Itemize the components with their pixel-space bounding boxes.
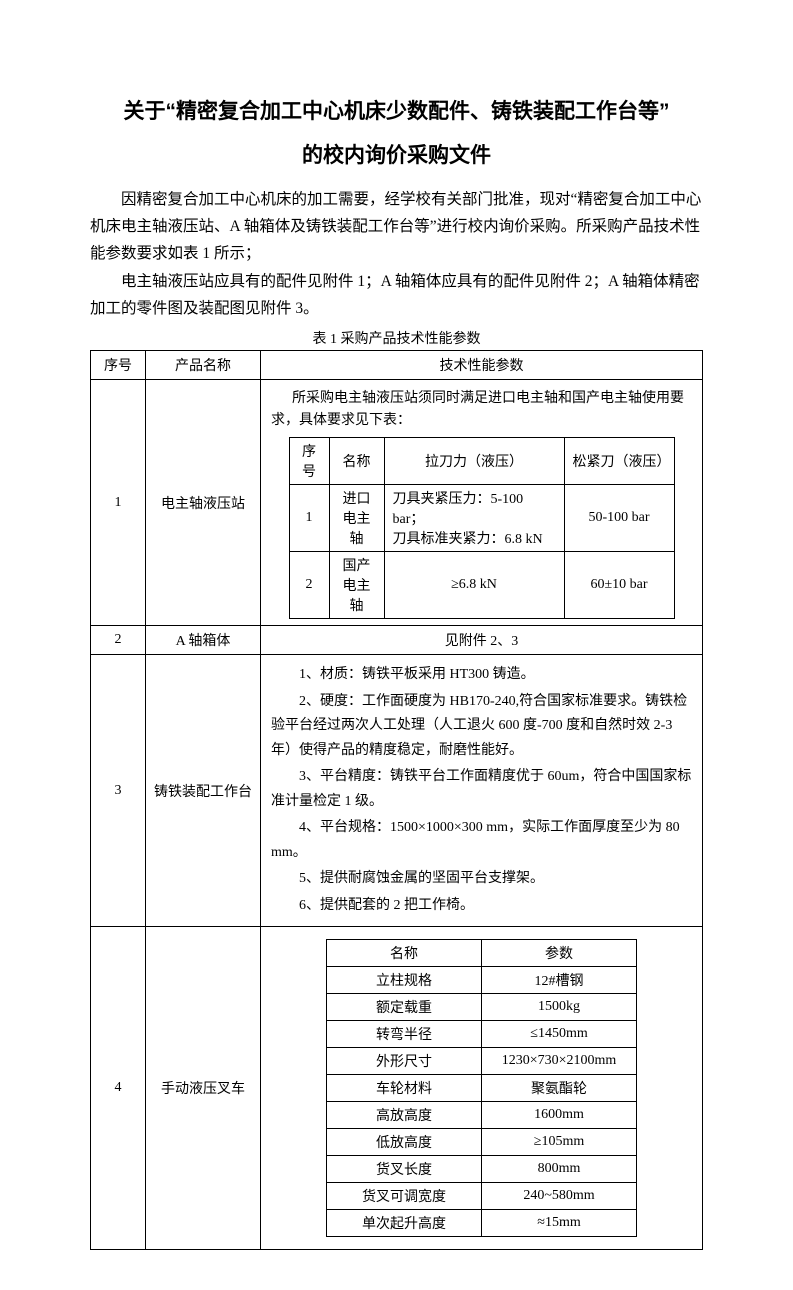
fk-r1v: 12#槽钢 — [482, 967, 637, 994]
fk-r1k: 立柱规格 — [327, 967, 482, 994]
inner-r1-pull: 刀具夹紧压力：5-100 bar； 刀具标准夹紧力：6.8 kN — [384, 485, 564, 552]
inner-r1-seq: 1 — [289, 485, 329, 552]
row3-l3: 3、平台精度：铸铁平台工作面精度优于 60um，符合中国国家标准计量检定 1 级… — [271, 765, 692, 814]
header-name: 产品名称 — [146, 350, 261, 379]
row3-l4: 4、平台规格：1500×1000×300 mm，实际工作面厚度至少为 80 mm… — [271, 816, 692, 865]
doc-title-line1: 关于“精密复合加工中心机床少数配件、铸铁装配工作台等” — [90, 95, 703, 129]
inner-h-seq: 序号 — [289, 438, 329, 485]
fk-r10v: ≈15mm — [482, 1210, 637, 1237]
inner-r1-loose: 50-100 bar — [564, 485, 674, 552]
row4-seq: 4 — [91, 927, 146, 1250]
inner-r1-pull-a: 刀具夹紧压力：5-100 bar； — [393, 492, 524, 527]
header-spec: 技术性能参数 — [261, 350, 703, 379]
fk-r3k: 转弯半径 — [327, 1021, 482, 1048]
fk-r4k: 外形尺寸 — [327, 1048, 482, 1075]
fk-r10k: 单次起升高度 — [327, 1210, 482, 1237]
row3-name: 铸铁装配工作台 — [146, 655, 261, 927]
table-caption: 表 1 采购产品技术性能参数 — [90, 328, 703, 348]
row1-spec: 所采购电主轴液压站须同时满足进口电主轴和国产电主轴使用要求，具体要求见下表： 序… — [261, 379, 703, 625]
table-row: 4 手动液压叉车 名称参数 立柱规格12#槽钢 额定载重1500kg 转弯半径≤… — [91, 927, 703, 1250]
row4-name: 手动液压叉车 — [146, 927, 261, 1250]
main-table: 序号 产品名称 技术性能参数 1 电主轴液压站 所采购电主轴液压站须同时满足进口… — [90, 350, 703, 1250]
table-row: 1 电主轴液压站 所采购电主轴液压站须同时满足进口电主轴和国产电主轴使用要求，具… — [91, 379, 703, 625]
fk-r8v: 800mm — [482, 1156, 637, 1183]
fk-r9v: 240~580mm — [482, 1183, 637, 1210]
fk-r2k: 额定载重 — [327, 994, 482, 1021]
fk-r7k: 低放高度 — [327, 1129, 482, 1156]
forklift-table: 名称参数 立柱规格12#槽钢 额定载重1500kg 转弯半径≤1450mm 外形… — [326, 939, 637, 1237]
row1-seq: 1 — [91, 379, 146, 625]
row1-inner-table: 序号 名称 拉刀力（液压） 松紧刀（液压） 1 进口电主轴 刀具夹紧压力：5-1… — [289, 437, 675, 619]
inner-h-name: 名称 — [329, 438, 384, 485]
fk-r6v: 1600mm — [482, 1102, 637, 1129]
doc-title-line2: 的校内询价采购文件 — [90, 139, 703, 173]
paragraph-2: 电主轴液压站应具有的配件见附件 1；A 轴箱体应具有的配件见附件 2；A 轴箱体… — [90, 268, 703, 322]
fk-r6k: 高放高度 — [327, 1102, 482, 1129]
paragraph-1: 因精密复合加工中心机床的加工需要，经学校有关部门批准，现对“精密复合加工中心机床… — [90, 186, 703, 267]
fk-r8k: 货叉长度 — [327, 1156, 482, 1183]
row3-seq: 3 — [91, 655, 146, 927]
row2-spec: 见附件 2、3 — [261, 626, 703, 655]
row2-name: A 轴箱体 — [146, 626, 261, 655]
table-row: 3 铸铁装配工作台 1、材质：铸铁平板采用 HT300 铸造。 2、硬度：工作面… — [91, 655, 703, 927]
inner-h-loose: 松紧刀（液压） — [564, 438, 674, 485]
inner-r2-name: 国产电主轴 — [329, 552, 384, 619]
row1-intro: 所采购电主轴液压站须同时满足进口电主轴和国产电主轴使用要求，具体要求见下表： — [271, 388, 692, 431]
fk-r5k: 车轮材料 — [327, 1075, 482, 1102]
header-seq: 序号 — [91, 350, 146, 379]
row2-seq: 2 — [91, 626, 146, 655]
row3-l5: 5、提供耐腐蚀金属的坚固平台支撑架。 — [271, 867, 692, 892]
inner-r1-pull-b: 刀具标准夹紧力：6.8 kN — [393, 532, 543, 547]
inner-r2-seq: 2 — [289, 552, 329, 619]
inner-r2-loose: 60±10 bar — [564, 552, 674, 619]
table-row: 2 A 轴箱体 见附件 2、3 — [91, 626, 703, 655]
fk-r2v: 1500kg — [482, 994, 637, 1021]
row4-spec: 名称参数 立柱规格12#槽钢 额定载重1500kg 转弯半径≤1450mm 外形… — [261, 927, 703, 1250]
row3-spec: 1、材质：铸铁平板采用 HT300 铸造。 2、硬度：工作面硬度为 HB170-… — [261, 655, 703, 927]
row3-l6: 6、提供配套的 2 把工作椅。 — [271, 894, 692, 919]
row1-name: 电主轴液压站 — [146, 379, 261, 625]
fk-h-val: 参数 — [482, 940, 637, 967]
fk-r5v: 聚氨酯轮 — [482, 1075, 637, 1102]
fk-r7v: ≥105mm — [482, 1129, 637, 1156]
inner-h-pull: 拉刀力（液压） — [384, 438, 564, 485]
fk-r3v: ≤1450mm — [482, 1021, 637, 1048]
fk-r9k: 货叉可调宽度 — [327, 1183, 482, 1210]
row3-l1: 1、材质：铸铁平板采用 HT300 铸造。 — [271, 663, 692, 688]
row3-l2: 2、硬度：工作面硬度为 HB170-240,符合国家标准要求。铸铁检验平台经过两… — [271, 690, 692, 764]
inner-r2-pull: ≥6.8 kN — [384, 552, 564, 619]
fk-r4v: 1230×730×2100mm — [482, 1048, 637, 1075]
fk-h-name: 名称 — [327, 940, 482, 967]
table-header-row: 序号 产品名称 技术性能参数 — [91, 350, 703, 379]
document-page: 关于“精密复合加工中心机床少数配件、铸铁装配工作台等” 的校内询价采购文件 因精… — [0, 0, 793, 1290]
inner-r1-name: 进口电主轴 — [329, 485, 384, 552]
